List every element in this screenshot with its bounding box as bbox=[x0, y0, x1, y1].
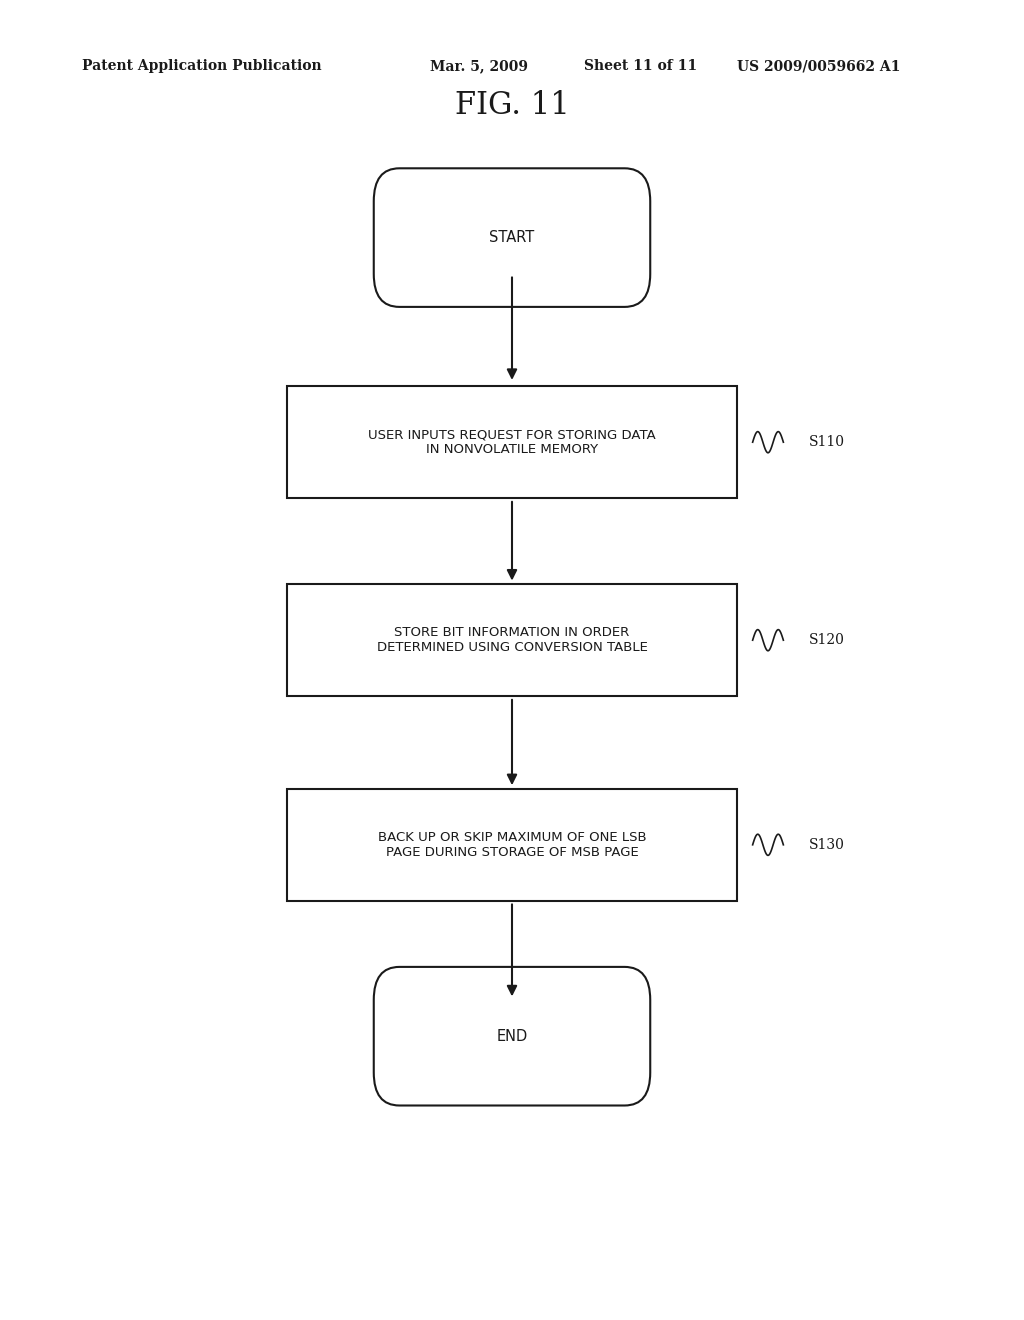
FancyBboxPatch shape bbox=[374, 169, 650, 308]
Text: FIG. 11: FIG. 11 bbox=[455, 90, 569, 121]
Text: BACK UP OR SKIP MAXIMUM OF ONE LSB
PAGE DURING STORAGE OF MSB PAGE: BACK UP OR SKIP MAXIMUM OF ONE LSB PAGE … bbox=[378, 830, 646, 859]
Text: STORE BIT INFORMATION IN ORDER
DETERMINED USING CONVERSION TABLE: STORE BIT INFORMATION IN ORDER DETERMINE… bbox=[377, 626, 647, 655]
Text: Patent Application Publication: Patent Application Publication bbox=[82, 59, 322, 74]
Text: S110: S110 bbox=[809, 436, 845, 449]
Text: START: START bbox=[489, 230, 535, 246]
FancyBboxPatch shape bbox=[287, 788, 737, 900]
Text: END: END bbox=[497, 1028, 527, 1044]
FancyBboxPatch shape bbox=[287, 583, 737, 697]
Text: Sheet 11 of 11: Sheet 11 of 11 bbox=[584, 59, 696, 74]
FancyBboxPatch shape bbox=[287, 385, 737, 498]
Text: S130: S130 bbox=[809, 838, 845, 851]
FancyBboxPatch shape bbox=[374, 966, 650, 1106]
Text: US 2009/0059662 A1: US 2009/0059662 A1 bbox=[737, 59, 901, 74]
Text: USER INPUTS REQUEST FOR STORING DATA
IN NONVOLATILE MEMORY: USER INPUTS REQUEST FOR STORING DATA IN … bbox=[368, 428, 656, 457]
Text: Mar. 5, 2009: Mar. 5, 2009 bbox=[430, 59, 528, 74]
Text: S120: S120 bbox=[809, 634, 845, 647]
